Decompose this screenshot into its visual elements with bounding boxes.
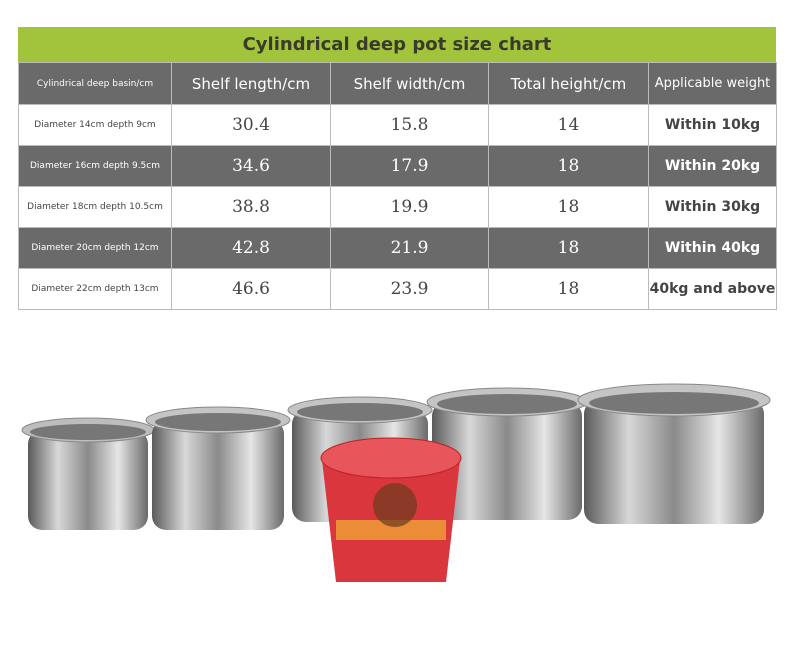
table-cell: 38.8	[171, 186, 331, 228]
table-cell: Diameter 20cm depth 12cm	[18, 227, 172, 269]
table-cell: 30.4	[171, 104, 331, 146]
pots-photo	[21, 383, 771, 582]
pot	[426, 387, 588, 520]
table-cell: 34.6	[171, 145, 331, 187]
table-cell: 23.9	[330, 268, 489, 310]
table-cell: 15.8	[330, 104, 489, 146]
table-row: Diameter 16cm depth 9.5cm 34.6 17.9 18 Withi…	[18, 145, 777, 187]
table-cell: Diameter 14cm depth 9cm	[18, 104, 172, 146]
table-cell: 17.9	[330, 145, 489, 187]
header-row: Cylindrical deep basin/cm Shelf length/cm…	[18, 62, 777, 105]
table-cell: Shelf width/cm	[330, 62, 489, 105]
table-row: Diameter 20cm depth 12cm 42.8 21.9 18 Within…	[18, 227, 777, 269]
pot	[577, 383, 771, 524]
table-cell: Diameter 16cm depth 9.5cm	[18, 145, 172, 187]
table-cell: 21.9	[330, 227, 489, 269]
table-cell: Shelf length/cm	[171, 62, 331, 105]
chart-title: Cylindrical deep pot size chart	[18, 27, 776, 62]
table-cell: Within 40kg	[648, 227, 777, 269]
table-cell: 18	[488, 186, 649, 228]
table-row: Diameter 22cm depth 13cm 46.6 23.9 18 40kg a…	[18, 268, 777, 310]
table-cell: 42.8	[171, 227, 331, 269]
table-cell: Within 20kg	[648, 145, 777, 187]
table-cell: Cylindrical deep basin/cm	[18, 62, 172, 105]
table-cell: 19.9	[330, 186, 489, 228]
table-cell: Applicable weight	[648, 62, 777, 105]
table-cell: 14	[488, 104, 649, 146]
table-cell: Within 10kg	[648, 104, 777, 146]
table-cell: 18	[488, 268, 649, 310]
noodle-cup	[320, 437, 462, 582]
pot	[21, 417, 155, 530]
table-cell: Within 30kg	[648, 186, 777, 228]
table-row: Diameter 14cm depth 9cm 30.4 15.8 14 Within …	[18, 104, 777, 146]
table-cell: 40kg and above	[648, 268, 777, 310]
table-cell: Diameter 22cm depth 13cm	[18, 268, 172, 310]
table-cell: Total height/cm	[488, 62, 649, 105]
table-cell: 46.6	[171, 268, 331, 310]
table-row: Diameter 18cm depth 10.5cm 38.8 19.9 18 With…	[18, 186, 777, 228]
table-cell: Diameter 18cm depth 10.5cm	[18, 186, 172, 228]
size-table: Cylindrical deep basin/cm Shelf length/cm…	[18, 62, 777, 310]
table-cell: 18	[488, 145, 649, 187]
table-cell: 18	[488, 227, 649, 269]
pot	[145, 406, 291, 530]
